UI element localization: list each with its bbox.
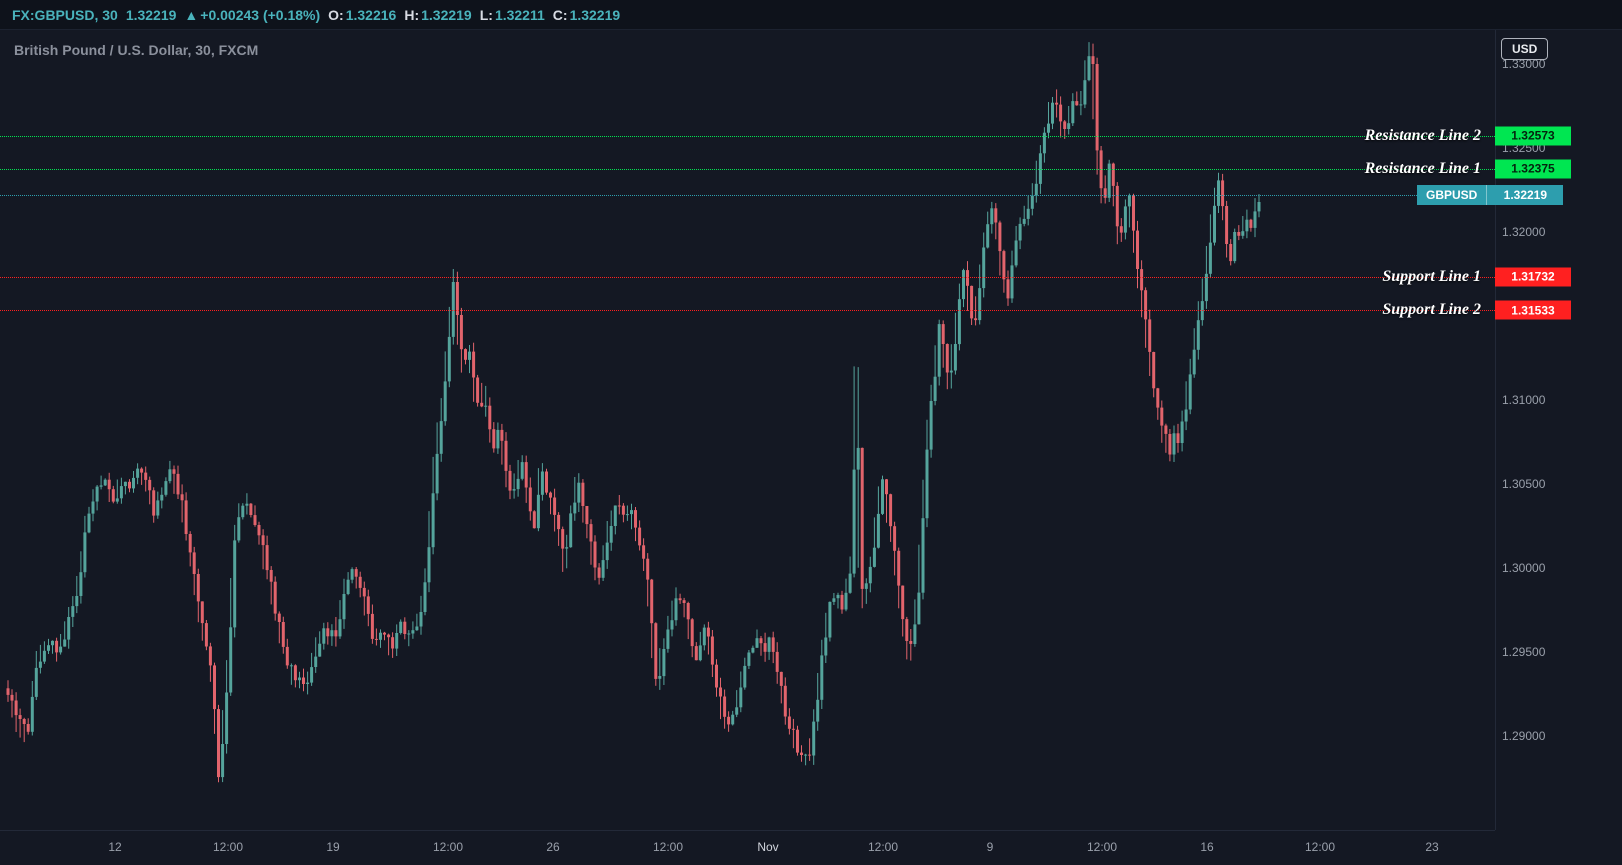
price-axis-tick: 1.30500 [1502, 476, 1546, 491]
ohlc-close: C: 1.32219 [553, 7, 620, 23]
ohlc-low: L: 1.32211 [480, 7, 545, 23]
low-value: 1.32211 [494, 6, 545, 23]
close-label: C: [552, 6, 568, 23]
ohlc-open: O: 1.32216 [328, 7, 396, 23]
open-label: O: [328, 6, 344, 23]
price-axis[interactable]: USD 1.32573 1.32375 1.31732 1.31533 1.33000 1… [1495, 30, 1622, 865]
chart-plot-area[interactable]: British Pound / U.S. Dollar, 30, FXCM Re… [0, 30, 1496, 830]
time-axis-tick: 12:00 [1086, 840, 1118, 854]
symbol-title[interactable]: FX:GBPUSD, 30 [12, 6, 118, 23]
time-axis-tick: 9 [986, 840, 994, 854]
current-price-tag: GBPUSD 1.32219 [1417, 185, 1564, 206]
price-axis-tick: 1.33000 [1502, 56, 1546, 71]
support-line-label: Support Line 2 [1382, 301, 1481, 319]
chart-title: British Pound / U.S. Dollar, 30, FXCM [14, 42, 259, 58]
time-axis-tick: 12:00 [867, 840, 899, 854]
candlestick-chart [6, 42, 1261, 783]
resistance-price-tag: 1.32573 [1495, 126, 1571, 146]
current-price-tag-value: 1.32219 [1487, 185, 1564, 206]
high-label: H: [404, 6, 420, 23]
support-line[interactable] [0, 310, 1495, 312]
current-price-line[interactable] [0, 195, 1495, 197]
support-price-tag: 1.31732 [1495, 267, 1571, 287]
resistance-line[interactable] [0, 168, 1495, 170]
price-axis-tick: 1.30000 [1502, 560, 1546, 575]
open-value: 1.32216 [345, 6, 397, 23]
current-price-tag-symbol: GBPUSD [1417, 185, 1488, 206]
symbol-info-bar: FX:GBPUSD, 30 1.32219 ▲ +0.00243 (+0.18%… [0, 0, 1622, 30]
support-price-tag: 1.31533 [1495, 300, 1571, 320]
time-axis-tick: 19 [326, 840, 340, 854]
time-axis-tick: 12:00 [212, 840, 244, 854]
resistance-line[interactable] [0, 135, 1495, 137]
time-axis[interactable]: 12 12:00 19 12:00 26 12:00 Nov 12:00 9 12:00 16 12:… [0, 830, 1495, 865]
time-axis-tick: 12 [108, 840, 122, 854]
price-axis-tick: 1.29500 [1502, 644, 1546, 659]
price-axis-tick: 1.29000 [1502, 728, 1546, 743]
time-axis-tick: 26 [546, 840, 560, 854]
time-axis-tick: Nov [757, 840, 779, 854]
resistance-line-label: Resistance Line 2 [1364, 126, 1481, 144]
last-price: 1.32219 [125, 6, 177, 23]
change-up-arrow-icon: ▲ [184, 6, 199, 23]
time-axis-tick: 12:00 [432, 840, 464, 854]
price-change: +0.00243 (+0.18%) [200, 6, 321, 23]
time-axis-tick: 16 [1200, 840, 1214, 854]
price-axis-tick: 1.31000 [1502, 392, 1546, 407]
time-axis-tick: 12:00 [652, 840, 684, 854]
low-label: L: [479, 6, 493, 23]
time-axis-tick: 23 [1425, 840, 1439, 854]
resistance-line-label: Resistance Line 1 [1364, 159, 1481, 177]
support-line-label: Support Line 1 [1382, 267, 1481, 285]
high-value: 1.32219 [421, 6, 472, 23]
support-line[interactable] [0, 276, 1495, 278]
time-axis-tick: 12:00 [1304, 840, 1336, 854]
close-value: 1.32219 [569, 6, 621, 23]
price-axis-tick: 1.32000 [1502, 224, 1546, 239]
currency-button[interactable]: USD [1501, 38, 1549, 60]
ohlc-high: H: 1.32219 [404, 7, 471, 23]
resistance-price-tag: 1.32375 [1495, 159, 1571, 179]
